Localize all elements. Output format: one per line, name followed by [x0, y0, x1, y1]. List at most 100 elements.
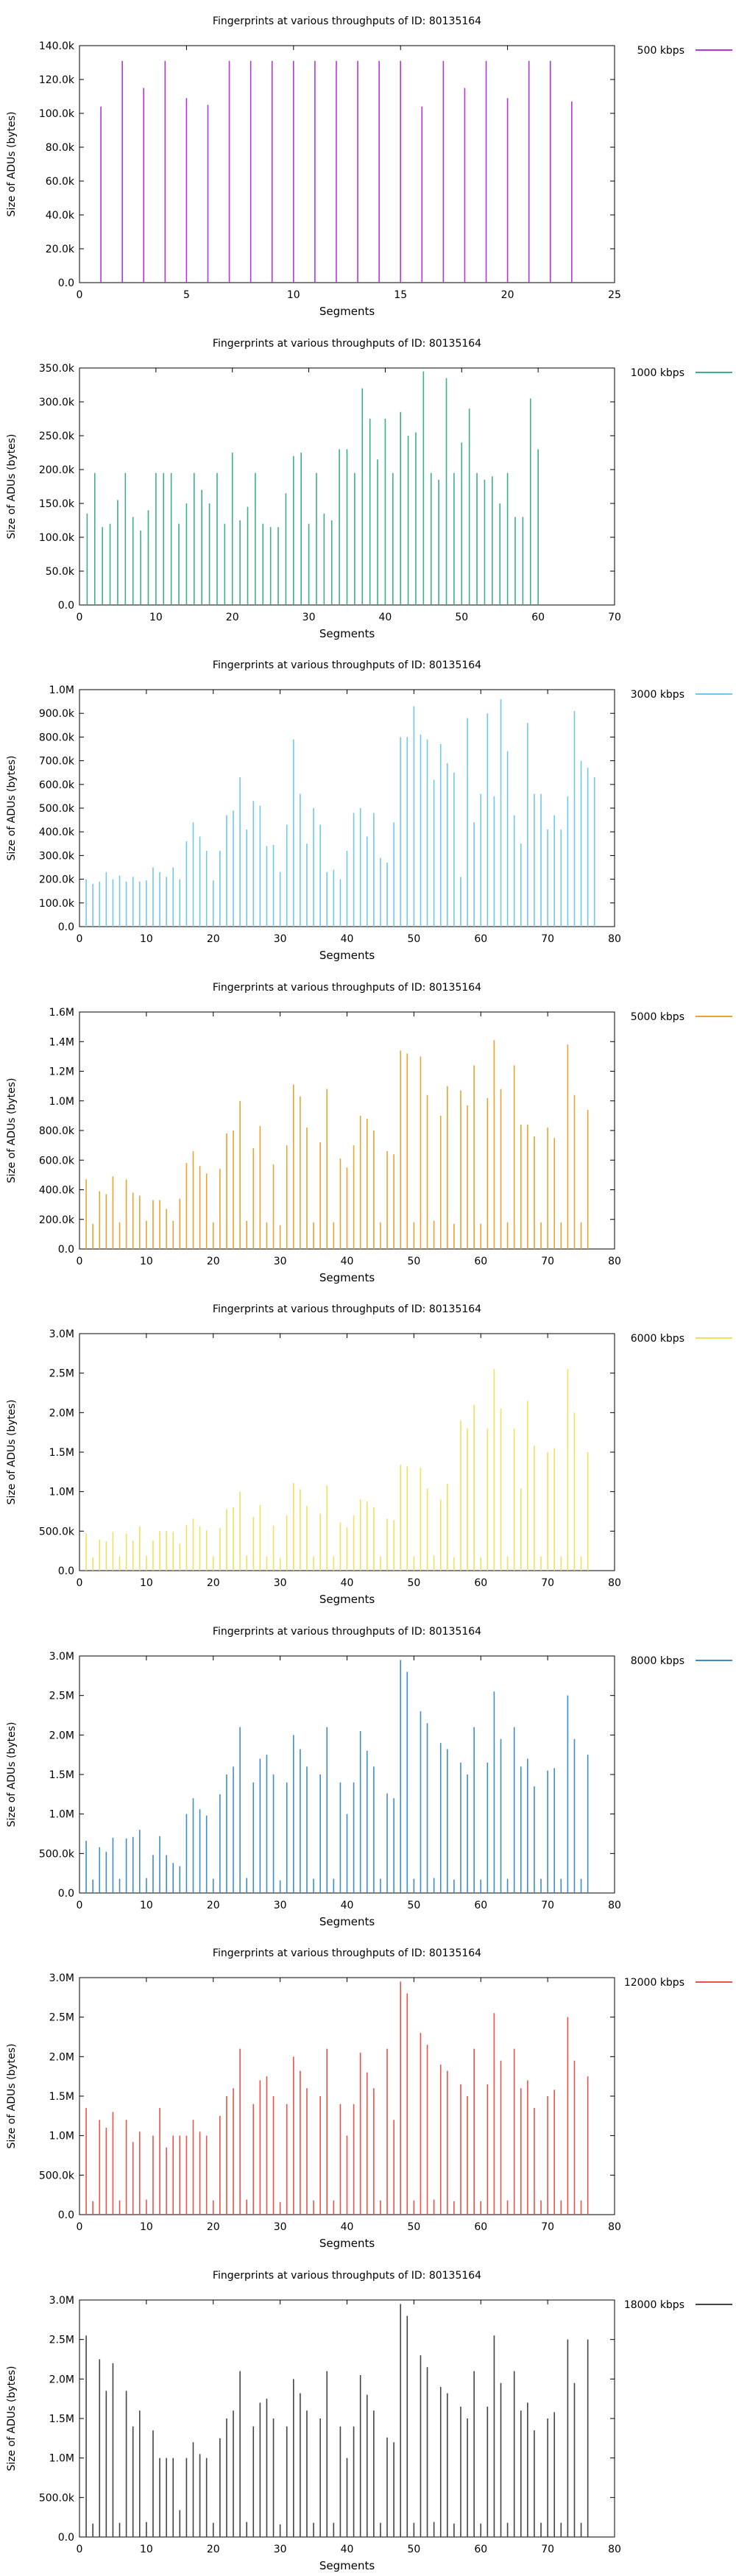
chart-title: Fingerprints at various throughputs of I… — [213, 2270, 481, 2282]
x-tick-label: 60 — [474, 2544, 487, 2555]
x-tick-label: 20 — [226, 612, 239, 623]
y-axis-label: Size of ADUs (bytes) — [6, 1400, 18, 1505]
legend-label: 6000 kbps — [631, 1333, 684, 1345]
x-tick-label: 0 — [77, 2221, 83, 2233]
chart-title: Fingerprints at various throughputs of I… — [213, 338, 481, 350]
y-tick-label: 40.0k — [46, 210, 75, 222]
y-tick-label: 2.0M — [49, 1407, 74, 1419]
y-tick-label: 1.0M — [49, 684, 74, 696]
chart-panel-1: Fingerprints at various throughputs of I… — [6, 15, 732, 318]
x-tick-label: 20 — [207, 2221, 220, 2233]
x-axis-label: Segments — [319, 1915, 375, 1928]
y-tick-label: 80.0k — [46, 142, 75, 154]
chart-title: Fingerprints at various throughputs of I… — [213, 15, 481, 27]
x-tick-label: 40 — [341, 1256, 354, 1267]
x-tick-label: 40 — [341, 2544, 354, 2555]
chart-title: Fingerprints at various throughputs of I… — [213, 659, 481, 671]
y-tick-label: 120.0k — [39, 74, 75, 86]
y-tick-label: 1.0M — [49, 1487, 74, 1498]
x-tick-label: 60 — [474, 1577, 487, 1589]
chart-panel-7: Fingerprints at various throughputs of I… — [6, 1947, 732, 2250]
x-tick-label: 60 — [474, 933, 487, 945]
chart-panel-6: Fingerprints at various throughputs of I… — [6, 1626, 732, 1928]
x-tick-label: 30 — [274, 2221, 287, 2233]
y-tick-label: 1.0M — [49, 2452, 74, 2464]
x-tick-label: 20 — [207, 1577, 220, 1589]
y-tick-label: 60.0k — [46, 176, 75, 188]
legend-label: 5000 kbps — [631, 1011, 684, 1023]
y-tick-label: 3.0M — [49, 2295, 74, 2307]
x-axis-label: Segments — [319, 1271, 375, 1284]
y-tick-label: 800.0k — [39, 732, 75, 743]
x-tick-label: 50 — [407, 1900, 420, 1911]
x-tick-label: 0 — [77, 1577, 83, 1589]
y-tick-label: 2.0M — [49, 2051, 74, 2063]
y-tick-label: 3.0M — [49, 1328, 74, 1340]
x-tick-label: 20 — [501, 289, 514, 301]
y-tick-label: 140.0k — [39, 40, 75, 52]
y-tick-label: 400.0k — [39, 1184, 75, 1196]
x-tick-label: 50 — [407, 1256, 420, 1267]
x-tick-label: 30 — [274, 1577, 287, 1589]
x-tick-label: 80 — [608, 1256, 621, 1267]
y-tick-label: 250.0k — [39, 431, 75, 442]
legend-label: 18000 kbps — [624, 2299, 684, 2311]
y-tick-label: 2.0M — [49, 1730, 74, 1741]
x-tick-label: 0 — [77, 933, 83, 945]
y-tick-label: 1.5M — [49, 2413, 74, 2425]
x-tick-label: 30 — [274, 2544, 287, 2555]
x-tick-label: 10 — [140, 1256, 153, 1267]
x-tick-label: 70 — [541, 1256, 554, 1267]
x-tick-label: 0 — [77, 612, 83, 623]
y-tick-label: 900.0k — [39, 708, 75, 720]
x-tick-label: 80 — [608, 2544, 621, 2555]
legend-label: 1000 kbps — [631, 367, 684, 379]
y-tick-label: 200.0k — [39, 874, 75, 886]
x-tick-label: 15 — [394, 289, 407, 301]
x-tick-label: 20 — [207, 933, 220, 945]
x-axis-label: Segments — [319, 1593, 375, 1606]
y-axis-label: Size of ADUs (bytes) — [6, 1078, 18, 1183]
y-tick-label: 500.0k — [39, 1848, 75, 1860]
legend-label: 500 kbps — [637, 45, 684, 57]
x-tick-label: 40 — [341, 2221, 354, 2233]
x-tick-label: 0 — [77, 1256, 83, 1267]
x-tick-label: 70 — [541, 933, 554, 945]
y-tick-label: 0.0 — [58, 1244, 74, 1256]
chart-panel-5: Fingerprints at various throughputs of I… — [6, 1303, 732, 1606]
x-tick-label: 80 — [608, 1900, 621, 1911]
x-tick-label: 50 — [455, 612, 468, 623]
y-tick-label: 1.2M — [49, 1066, 74, 1078]
legend-label: 3000 kbps — [631, 689, 684, 701]
x-axis-label: Segments — [319, 2559, 375, 2572]
x-tick-label: 50 — [407, 2544, 420, 2555]
y-tick-label: 2.5M — [49, 2012, 74, 2024]
chart-title: Fingerprints at various throughputs of I… — [213, 982, 481, 994]
x-tick-label: 70 — [541, 1900, 554, 1911]
x-tick-label: 70 — [608, 612, 621, 623]
x-tick-label: 0 — [77, 1900, 83, 1911]
y-tick-label: 2.5M — [49, 1690, 74, 1702]
y-axis-label: Size of ADUs (bytes) — [6, 2366, 18, 2471]
y-tick-label: 1.5M — [49, 1769, 74, 1781]
y-tick-label: 1.0M — [49, 1095, 74, 1107]
y-axis-label: Size of ADUs (bytes) — [6, 1722, 18, 1827]
y-tick-label: 1.4M — [49, 1036, 74, 1048]
legend-label: 8000 kbps — [631, 1655, 684, 1667]
y-tick-label: 0.0 — [58, 921, 74, 933]
y-tick-label: 700.0k — [39, 756, 75, 768]
chart-title: Fingerprints at various throughputs of I… — [213, 1947, 481, 1959]
y-tick-label: 2.5M — [49, 2334, 74, 2346]
y-tick-label: 150.0k — [39, 498, 75, 510]
x-axis-label: Segments — [319, 949, 375, 962]
x-tick-label: 40 — [341, 933, 354, 945]
y-tick-label: 100.0k — [39, 532, 75, 544]
y-tick-label: 20.0k — [46, 244, 75, 255]
y-tick-label: 400.0k — [39, 827, 75, 838]
y-axis-label: Size of ADUs (bytes) — [6, 2044, 18, 2149]
y-tick-label: 600.0k — [39, 779, 75, 791]
y-tick-label: 800.0k — [39, 1125, 75, 1137]
x-tick-label: 10 — [140, 2221, 153, 2233]
y-tick-label: 350.0k — [39, 363, 75, 375]
